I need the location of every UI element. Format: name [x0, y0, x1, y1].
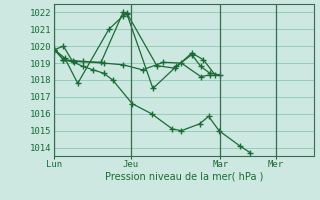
X-axis label: Pression niveau de la mer( hPa ): Pression niveau de la mer( hPa ) — [105, 172, 263, 182]
